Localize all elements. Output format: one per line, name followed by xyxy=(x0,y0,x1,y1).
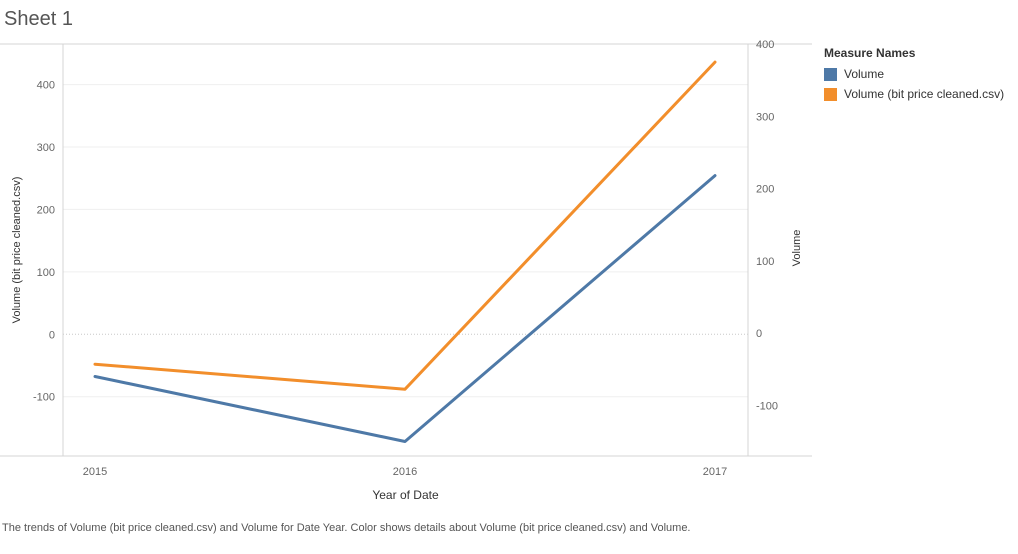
left-tick-label-1: 0 xyxy=(49,329,55,341)
left-axis-title: Volume (bit price cleaned.csv) xyxy=(11,177,23,324)
legend-swatch-volume xyxy=(824,67,837,81)
left-tick-label-5: 400 xyxy=(37,80,55,92)
left-tick-label-2: 100 xyxy=(37,267,55,279)
right-tick-label-2: 100 xyxy=(756,256,774,268)
sheet-title: Sheet 1 xyxy=(4,8,73,30)
left-tick-label-4: 300 xyxy=(37,142,55,154)
legend-swatch-volume-bit-price xyxy=(824,87,837,101)
right-tick-label-1: 0 xyxy=(756,328,762,340)
right-tick-label-5: 400 xyxy=(756,39,774,51)
x-tick-label-1: 2016 xyxy=(393,466,417,478)
series-line-volume xyxy=(93,174,717,443)
legend-label-volume-bit-price: Volume (bit price cleaned.csv) xyxy=(844,87,1005,101)
legend-item-volume-bit-price[interactable]: Volume (bit price cleaned.csv) xyxy=(824,84,1004,104)
legend-label-volume: Volume xyxy=(844,67,885,81)
left-tick-label-3: 200 xyxy=(37,204,55,216)
chart-caption: The trends of Volume (bit price cleaned.… xyxy=(2,522,691,534)
right-tick-label-3: 200 xyxy=(756,184,774,196)
legend-item-volume[interactable]: Volume xyxy=(824,64,1004,84)
x-axis-title: Year of Date xyxy=(372,488,439,502)
series-line-volume-bit-price xyxy=(93,60,717,391)
legend: Measure Names Volume Volume (bit price c… xyxy=(824,46,1004,104)
right-axis-title: Volume xyxy=(791,230,803,267)
x-tick-label-2: 2017 xyxy=(703,466,727,478)
legend-title: Measure Names xyxy=(824,46,916,60)
right-tick-label-0: -100 xyxy=(756,400,778,412)
left-tick-label-0: -100 xyxy=(33,392,55,404)
right-tick-label-4: 300 xyxy=(756,111,774,123)
x-tick-label-0: 2015 xyxy=(83,466,107,478)
